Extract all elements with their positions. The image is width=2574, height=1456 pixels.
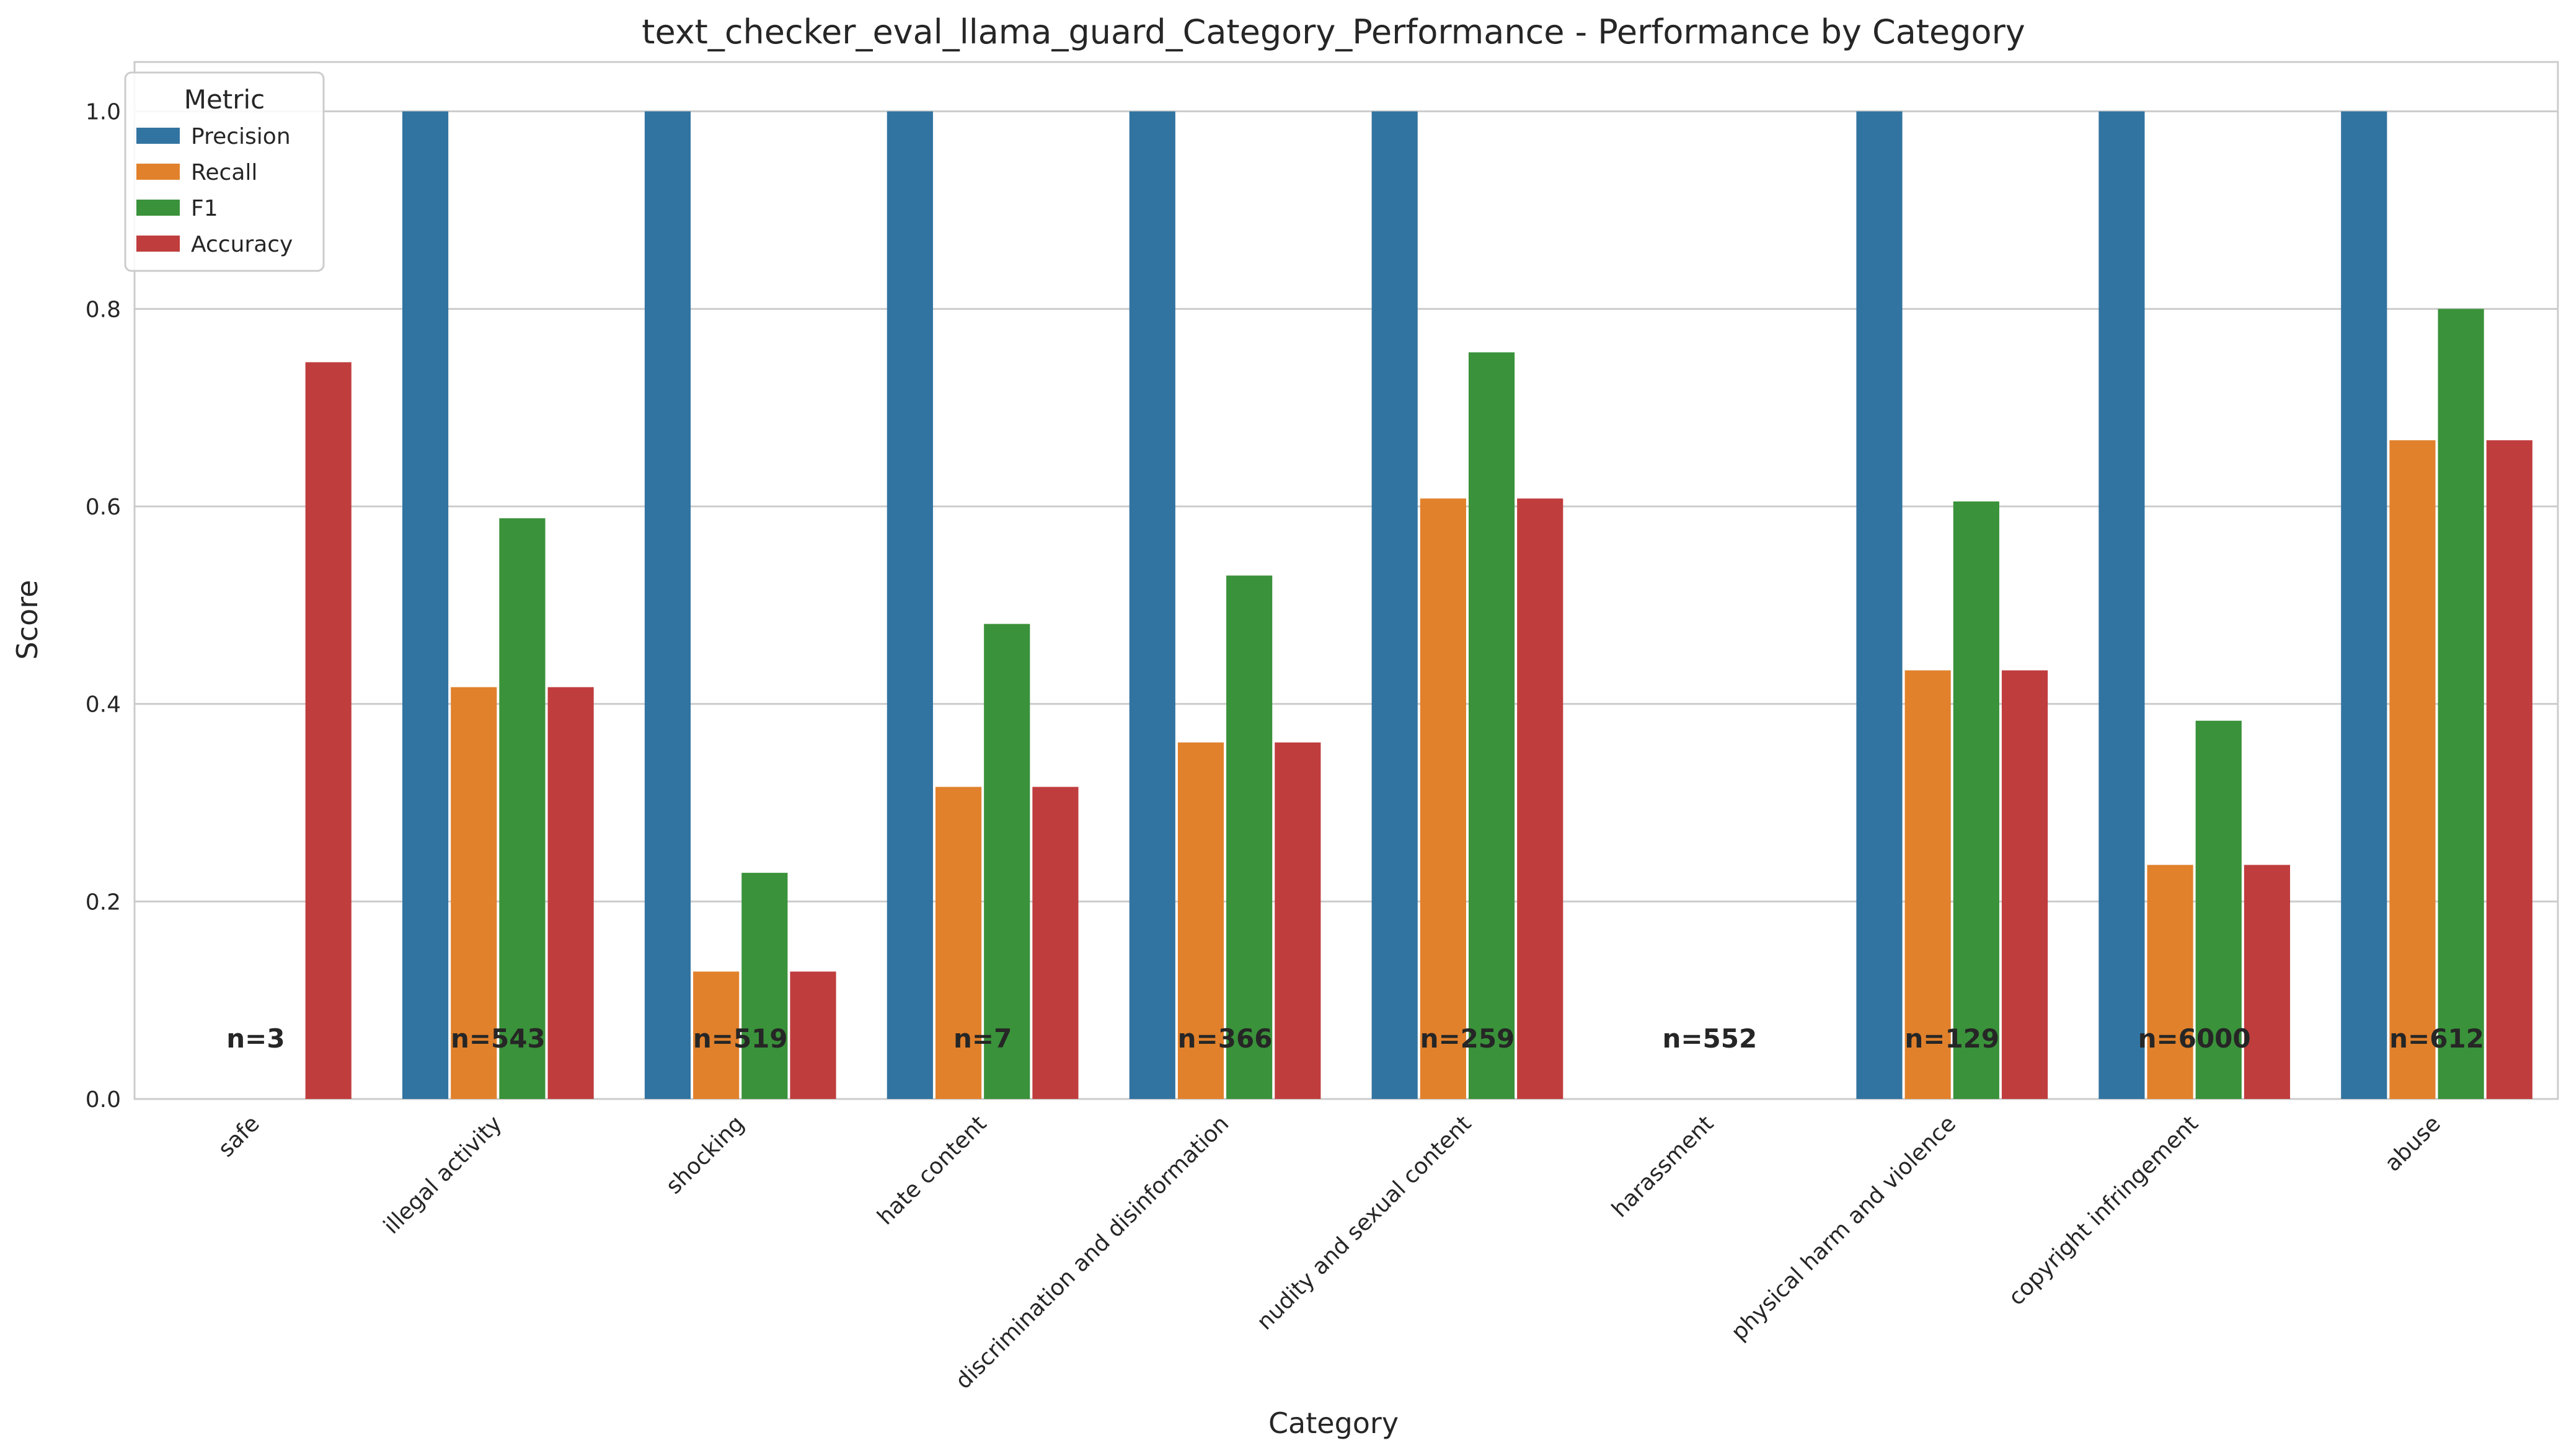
- bar-f1-5: [1226, 576, 1272, 1099]
- bar-precision-8: [1856, 112, 1902, 1099]
- count-label: n=366: [1178, 1023, 1273, 1054]
- count-label: n=552: [1662, 1023, 1757, 1054]
- count-label: n=543: [451, 1023, 546, 1054]
- count-label: n=129: [1904, 1023, 1999, 1054]
- count-label: n=519: [693, 1023, 788, 1054]
- count-label: n=3: [226, 1023, 285, 1054]
- legend: Metric Precision Recall F1 Accuracy: [125, 73, 324, 271]
- bar-accuracy-4: [1032, 787, 1078, 1099]
- plot-area: [135, 62, 2558, 1099]
- count-label: n=612: [2389, 1023, 2484, 1054]
- y-tick-label: 0.6: [86, 495, 121, 520]
- x-axis-label: Category: [1268, 1406, 1399, 1440]
- bar-precision-9: [2099, 112, 2144, 1099]
- count-label: n=7: [953, 1023, 1012, 1054]
- legend-label-f1: F1: [191, 196, 218, 221]
- legend-label-accuracy: Accuracy: [191, 232, 293, 257]
- y-tick-label: 1.0: [86, 100, 121, 125]
- bar-accuracy-8: [2002, 670, 2048, 1099]
- bar-precision-2: [402, 112, 448, 1099]
- count-label: n=259: [1420, 1023, 1515, 1054]
- legend-title: Metric: [184, 84, 265, 115]
- plot-frame: [135, 62, 2558, 1099]
- legend-swatch-accuracy: [136, 236, 180, 252]
- chart-title: text_checker_eval_llama_guard_Category_P…: [642, 12, 2025, 51]
- bar-f1-6: [1469, 352, 1515, 1099]
- legend-swatch-precision: [136, 128, 180, 144]
- legend-label-precision: Precision: [191, 124, 291, 149]
- legend-swatch-f1: [136, 200, 180, 216]
- y-tick-label: 0.8: [86, 297, 121, 322]
- bar-recall-6: [1420, 498, 1466, 1099]
- bar-recall-10: [2389, 440, 2435, 1099]
- bar-accuracy-2: [548, 687, 594, 1099]
- bar-accuracy-1: [306, 362, 352, 1099]
- y-tick-label: 0.4: [86, 692, 121, 718]
- bar-accuracy-10: [2487, 440, 2532, 1099]
- bar-precision-5: [1130, 112, 1175, 1099]
- y-axis-label: Score: [11, 580, 44, 660]
- bar-precision-3: [645, 112, 691, 1099]
- bar-precision-6: [1372, 112, 1418, 1099]
- y-tick-label: 0.0: [86, 1087, 121, 1113]
- bar-accuracy-5: [1275, 743, 1320, 1099]
- y-tick-label: 0.2: [86, 889, 121, 915]
- bar-f1-10: [2438, 309, 2484, 1099]
- bar-f1-3: [741, 873, 787, 1099]
- legend-label-recall: Recall: [191, 160, 257, 185]
- bar-f1-8: [1953, 501, 1999, 1099]
- legend-swatch-recall: [136, 164, 180, 180]
- count-label: n=6000: [2138, 1023, 2251, 1054]
- bar-f1-2: [499, 518, 545, 1099]
- bar-accuracy-3: [790, 971, 836, 1099]
- bar-accuracy-6: [1517, 498, 1563, 1099]
- bar-precision-10: [2341, 112, 2387, 1099]
- bar-accuracy-9: [2244, 865, 2290, 1099]
- bar-precision-4: [887, 112, 933, 1099]
- bar-recall-9: [2147, 865, 2193, 1099]
